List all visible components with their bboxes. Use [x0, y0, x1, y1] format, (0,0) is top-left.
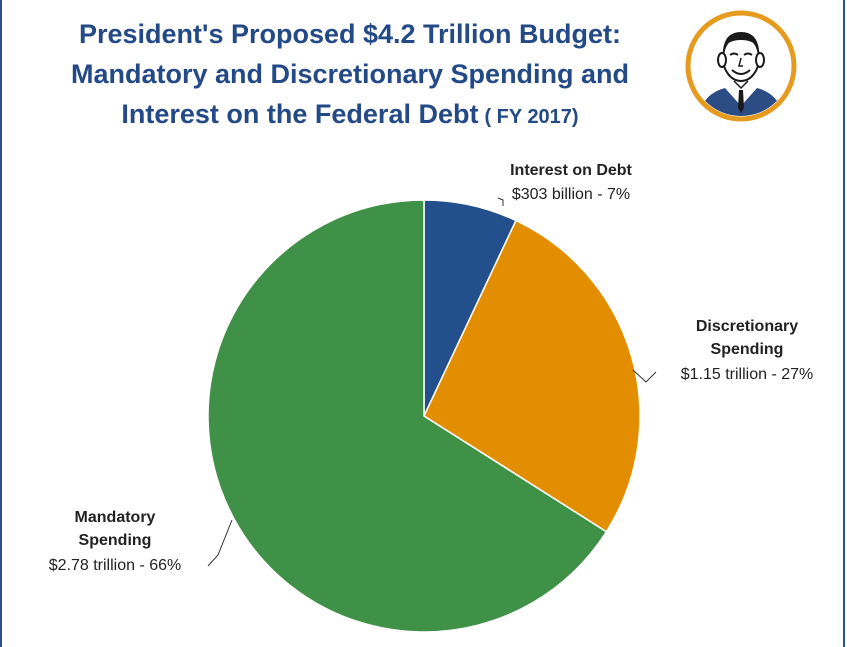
title-line-3-text: Interest on the Federal Debt [121, 99, 479, 129]
leader-line [497, 197, 504, 206]
slice-name-label: Discretionary [696, 318, 798, 335]
slice-name-label: Interest on Debt [510, 162, 632, 179]
leader-line [632, 369, 657, 383]
title-fiscal-year: ( FY 2017) [484, 106, 579, 128]
slice-name-label: Mandatory [75, 509, 156, 526]
title-line-1: President's Proposed $4.2 Trillion Budge… [78, 19, 622, 49]
pie-slice [207, 199, 608, 633]
slice-name-label: Spending [711, 341, 784, 358]
slice-value-label: $2.78 trillion - 66% [49, 557, 182, 574]
slice-name-label: Spending [79, 532, 152, 549]
title-line-3: Interest on the Federal Debt( FY 2017) [20, 94, 680, 137]
title-line-2: Mandatory and Discretionary Spending and [70, 59, 630, 89]
leader-line [207, 519, 233, 567]
slice-value-label: $303 billion - 7% [512, 186, 630, 203]
chart-title: President's Proposed $4.2 Trillion Budge… [20, 14, 680, 137]
pie-slice [423, 219, 641, 533]
president-portrait-icon [685, 10, 797, 122]
slice-value-label: $1.15 trillion - 27% [681, 366, 814, 383]
